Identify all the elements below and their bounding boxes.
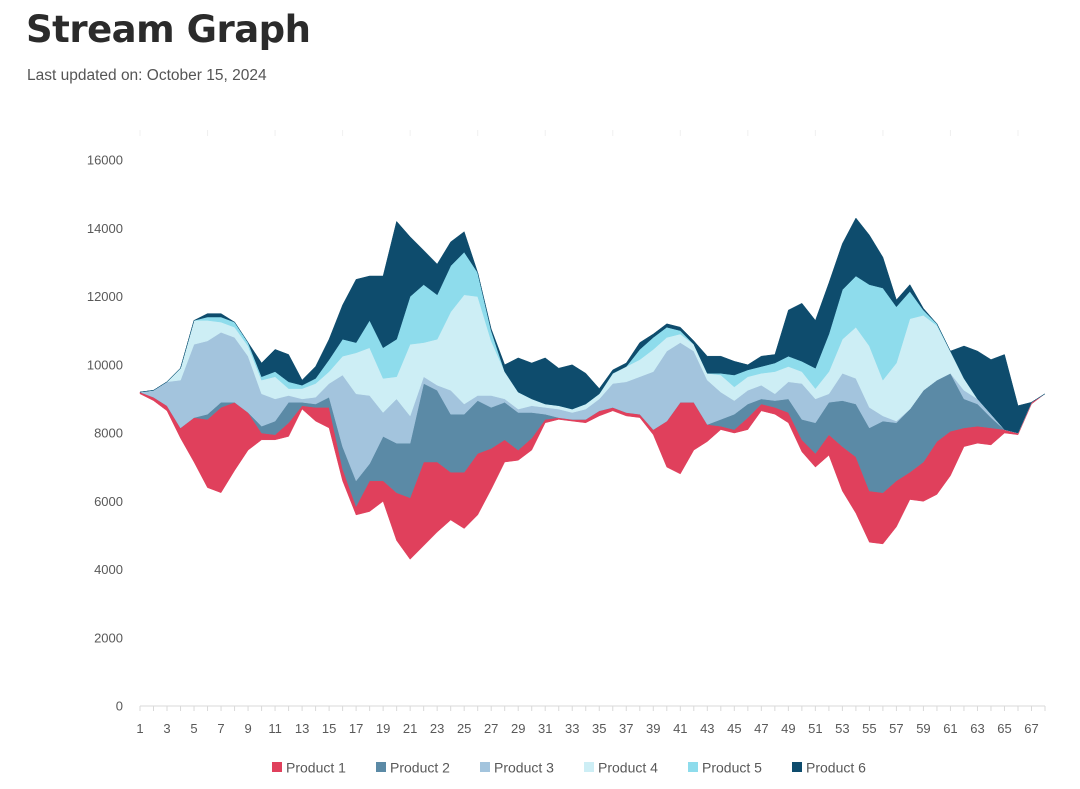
x-tick-label: 67 — [1024, 721, 1038, 736]
x-tick-label: 61 — [943, 721, 957, 736]
y-tick-label: 2000 — [94, 630, 123, 645]
x-tick-label: 55 — [862, 721, 876, 736]
x-tick-label: 17 — [349, 721, 363, 736]
y-tick-label: 0 — [116, 699, 123, 714]
x-tick-label: 39 — [646, 721, 660, 736]
x-tick-label: 43 — [700, 721, 714, 736]
x-tick-label: 29 — [511, 721, 525, 736]
legend-swatch — [688, 762, 698, 772]
x-tick-label: 41 — [673, 721, 687, 736]
y-tick-label: 14000 — [87, 221, 123, 236]
legend-swatch — [792, 762, 802, 772]
legend-label: Product 5 — [702, 760, 762, 776]
x-tick-label: 35 — [592, 721, 606, 736]
x-tick-label: 59 — [916, 721, 930, 736]
legend: Product 1 Product 2 Product 3 Product 4 Prod… — [272, 760, 866, 776]
legend-label: Product 4 — [598, 760, 658, 776]
x-tick-label: 7 — [217, 721, 224, 736]
y-tick-label: 4000 — [94, 562, 123, 577]
x-tick-label: 33 — [565, 721, 579, 736]
x-tick-label: 37 — [619, 721, 633, 736]
x-tick-label: 27 — [484, 721, 498, 736]
legend-swatch — [376, 762, 386, 772]
x-tick-label: 19 — [376, 721, 390, 736]
x-tick-label: 31 — [538, 721, 552, 736]
legend-label: Product 2 — [390, 760, 450, 776]
x-tick-label: 23 — [430, 721, 444, 736]
x-tick-label: 49 — [781, 721, 795, 736]
x-tick-label: 65 — [997, 721, 1011, 736]
stream-layers — [139, 217, 1046, 560]
x-tick-label: 47 — [754, 721, 768, 736]
x-tick-label: 15 — [322, 721, 336, 736]
x-tick-label: 5 — [190, 721, 197, 736]
legend-swatch — [584, 762, 594, 772]
y-tick-label: 10000 — [87, 357, 123, 372]
legend-label: Product 1 — [286, 760, 346, 776]
x-tick-label: 3 — [163, 721, 170, 736]
x-tick-label: 11 — [268, 721, 282, 736]
x-tick-label: 45 — [727, 721, 741, 736]
y-tick-label: 6000 — [94, 494, 123, 509]
legend-label: Product 3 — [494, 760, 554, 776]
y-tick-label: 12000 — [87, 289, 123, 304]
x-tick-label: 21 — [403, 721, 417, 736]
x-tick-label: 51 — [808, 721, 822, 736]
x-tick-label: 1 — [136, 721, 143, 736]
y-tick-label: 16000 — [87, 153, 123, 168]
x-tick-label: 9 — [244, 721, 251, 736]
legend-label: Product 6 — [806, 760, 866, 776]
x-tick-label: 63 — [970, 721, 984, 736]
y-tick-label: 8000 — [94, 426, 123, 441]
x-tick-label: 53 — [835, 721, 849, 736]
x-tick-label: 57 — [889, 721, 903, 736]
legend-swatch — [272, 762, 282, 772]
x-tick-label: 25 — [457, 721, 471, 736]
last-updated-text: Last updated on: October 15, 2024 — [27, 67, 267, 84]
page-title: Stream Graph — [26, 8, 311, 51]
x-tick-label: 13 — [295, 721, 309, 736]
legend-swatch — [480, 762, 490, 772]
stream-layer-product-6 — [139, 217, 1046, 434]
